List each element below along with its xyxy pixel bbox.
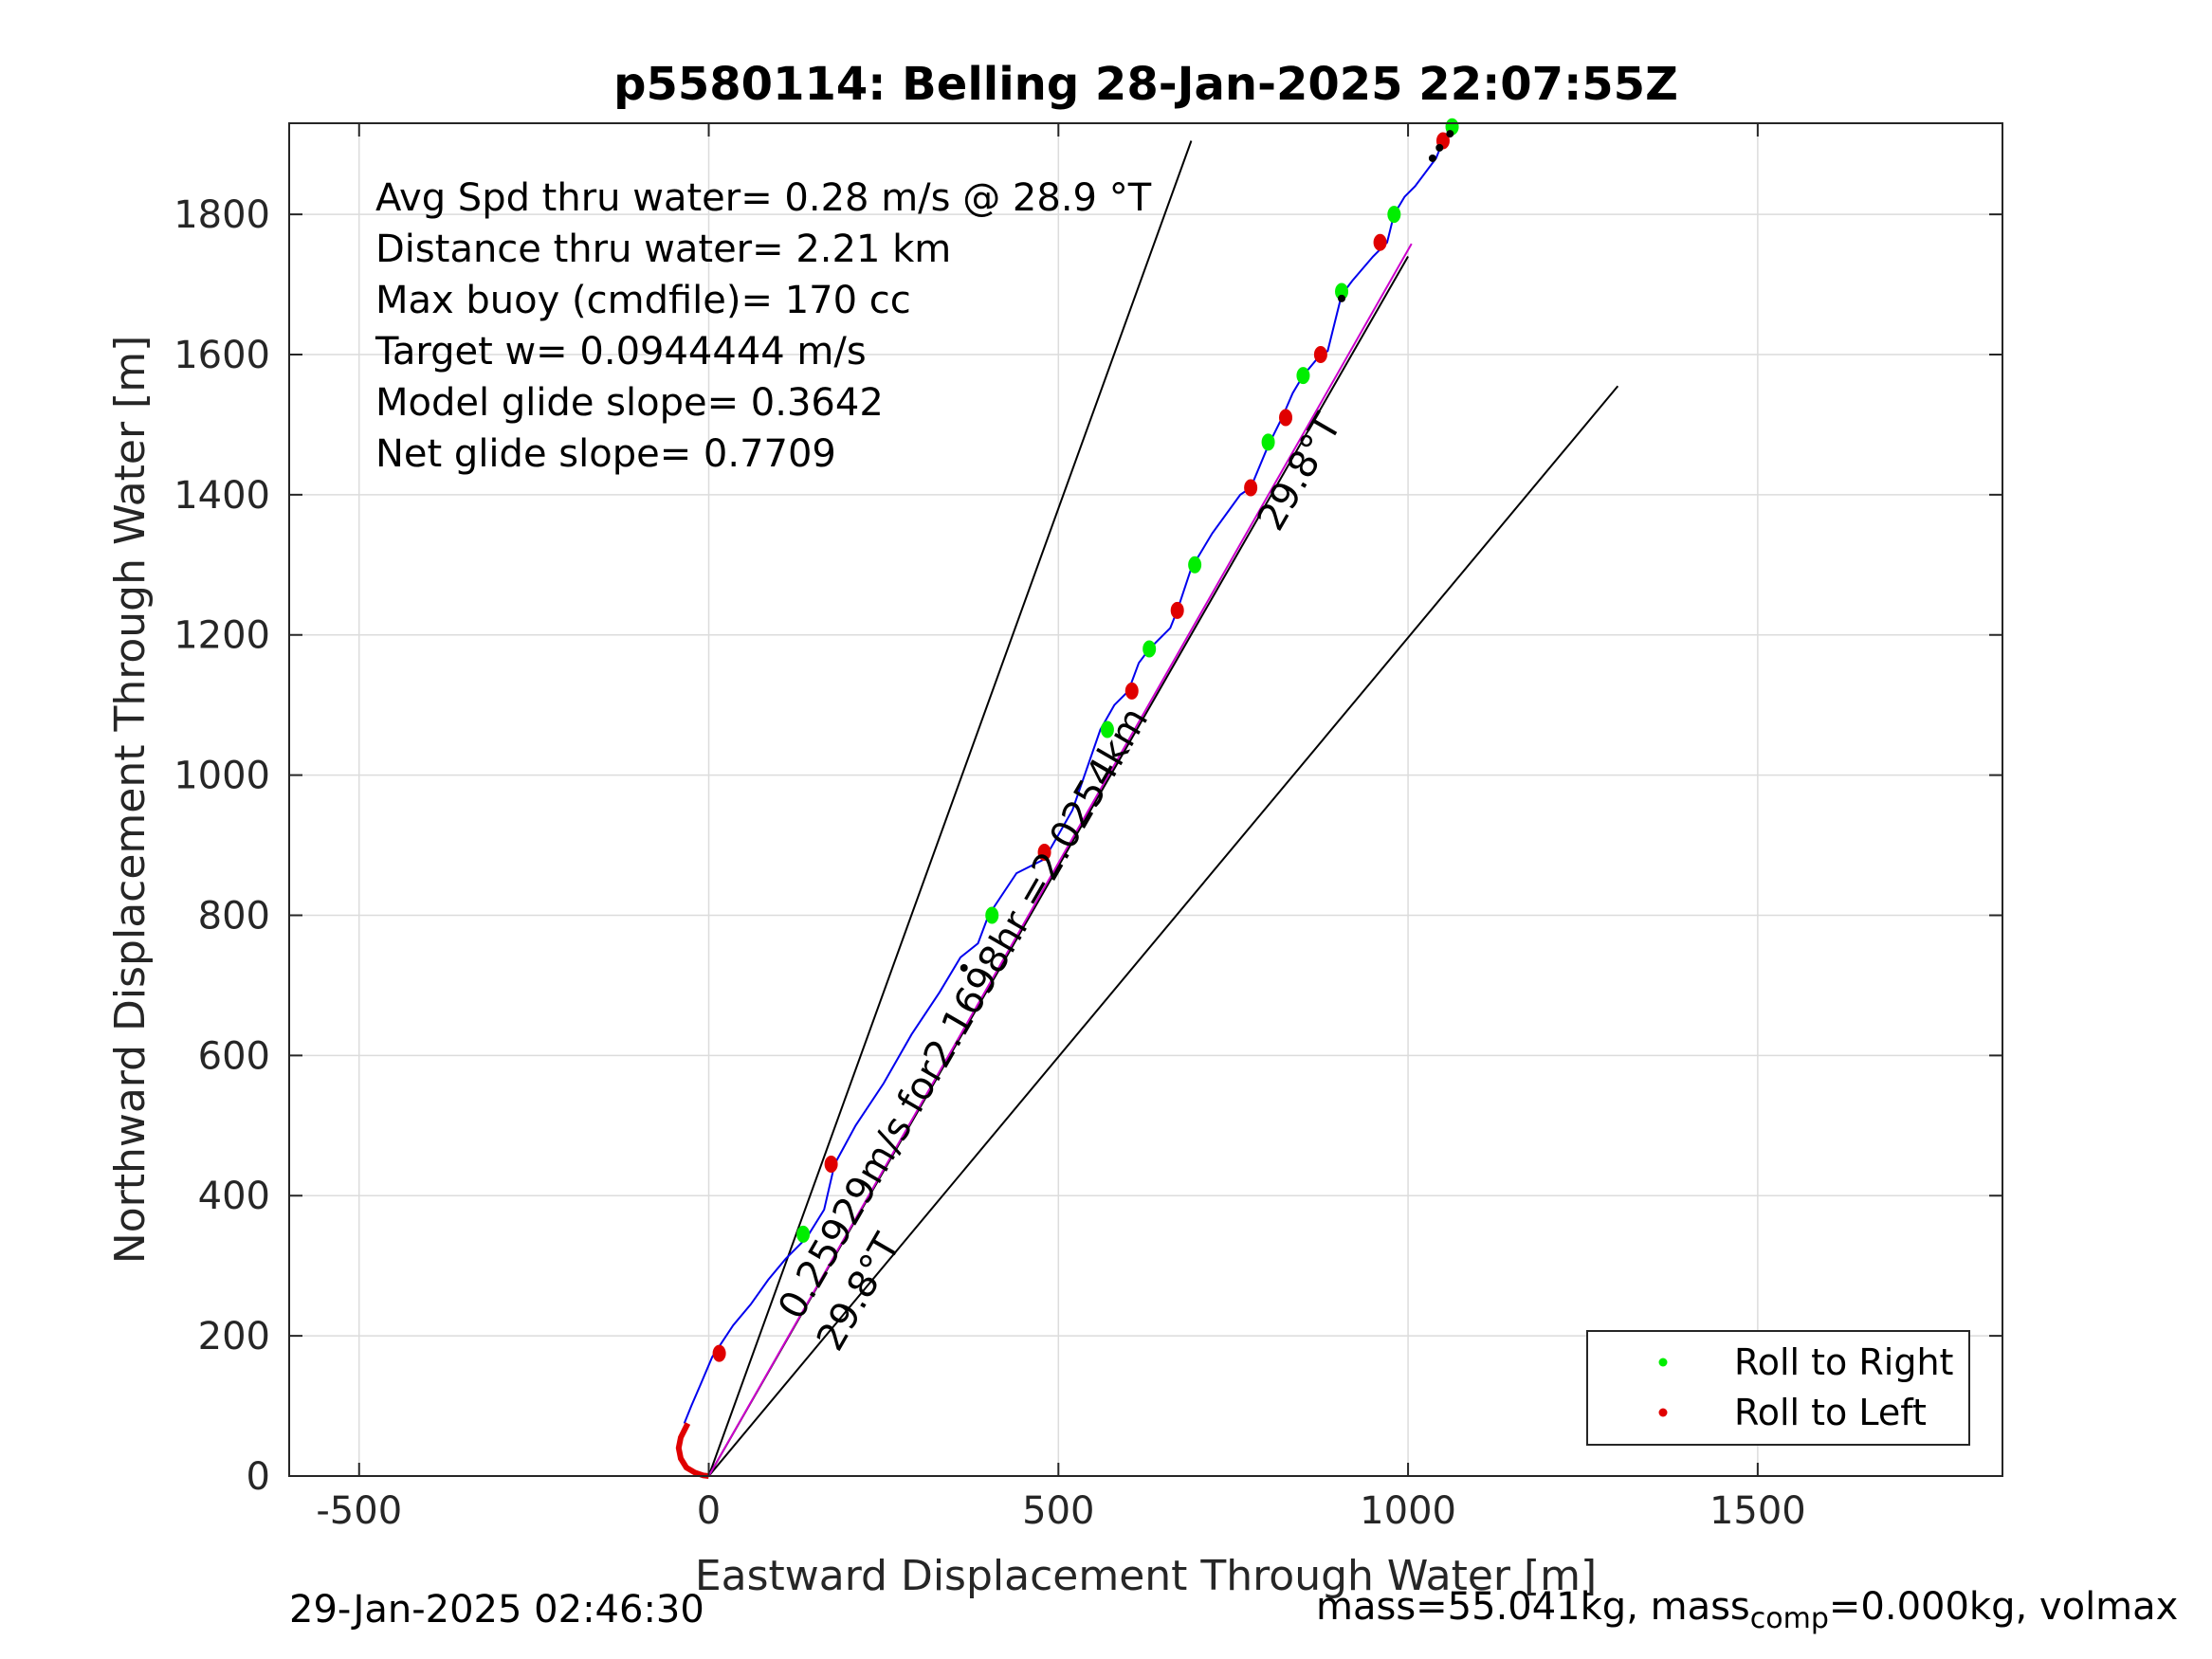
info-line: Target w= 0.0944444 m/s <box>375 330 867 374</box>
roll-to-left-point <box>1124 682 1139 700</box>
legend: Roll to Right Roll to Left <box>1586 1330 1970 1446</box>
mass-suffix: =0.000kg, volmax <box>1828 1585 2179 1629</box>
marker-point <box>1338 294 1346 302</box>
roll-to-right-point <box>1296 367 1310 385</box>
roll-to-left-point <box>824 1155 838 1173</box>
y-tick-label: 1800 <box>174 193 270 237</box>
roll-to-right-point <box>1143 640 1157 658</box>
roll-to-right-point <box>1188 556 1202 574</box>
y-tick-label: 600 <box>198 1034 270 1078</box>
y-tick-label: 0 <box>247 1455 270 1499</box>
track-line-1 <box>675 1422 709 1479</box>
roll-to-right-point <box>985 906 999 924</box>
roll-to-left-point <box>1170 601 1184 619</box>
info-line: Distance thru water= 2.21 km <box>375 228 951 271</box>
info-line: Model glide slope= 0.3642 <box>375 381 884 425</box>
y-tick-label: 1200 <box>174 614 270 658</box>
roll-to-left-point <box>1279 409 1293 427</box>
roll-to-left-point <box>712 1344 726 1362</box>
marker-point <box>1435 143 1444 152</box>
plot-frame <box>288 122 2003 1477</box>
y-tick-label: 1000 <box>174 755 270 798</box>
x-tick-label: 0 <box>697 1489 721 1533</box>
y-tick-label: 1400 <box>174 474 270 518</box>
x-tick-label: 500 <box>1022 1489 1094 1533</box>
y-tick-label: 400 <box>198 1175 270 1218</box>
roll-to-left-point <box>1313 345 1327 363</box>
x-axis-label: Eastward Displacement Through Water [m] <box>695 1552 1597 1600</box>
y-axis-label: Northward Displacement Through Water [m] <box>106 336 155 1264</box>
legend-label: Roll to Left <box>1734 1392 1927 1433</box>
y-tick-label: 800 <box>198 894 270 938</box>
y-tick-label: 200 <box>198 1315 270 1358</box>
chart-title: p5580114: Belling 28-Jan-2025 22:07:55Z <box>613 58 1678 111</box>
mass-subscript: comp <box>1749 1602 1829 1635</box>
tick-layer: -500 0 500 1000 1500 0 200 400 600 800 1000 1200 140… <box>174 123 2002 1533</box>
reference-lines <box>707 140 1619 1477</box>
reference-line-cone-left <box>707 140 1193 1477</box>
roll-to-right-point <box>1100 720 1114 738</box>
x-tick-label: -500 <box>316 1489 402 1533</box>
annotation-label: 0.25929m/s for2.1698hr =2.0254km <box>770 701 1157 1327</box>
annotation-label: 29.8°T <box>1249 406 1350 538</box>
y-tick-label: 1600 <box>174 334 270 377</box>
legend-marker <box>1658 1408 1668 1417</box>
mass-prefix: mass=55.041kg, mass <box>1316 1585 1750 1629</box>
marker-point <box>1446 130 1454 138</box>
legend-box <box>1586 1330 1970 1446</box>
x-tick-label: 1500 <box>1709 1489 1806 1533</box>
annotation-layer: 29.8°T0.25929m/s for2.1698hr =2.0254km29… <box>770 406 1350 1358</box>
reference-line-net-track <box>707 243 1413 1477</box>
roll-to-right-point <box>796 1225 811 1243</box>
series-layer <box>675 118 1459 1479</box>
info-line: Avg Spd thru water= 0.28 m/s @ 28.9 °T <box>375 176 1152 220</box>
marker-point <box>960 963 968 972</box>
info-line: Max buoy (cmdfile)= 170 cc <box>375 279 911 322</box>
reference-line-cone-right <box>707 385 1619 1477</box>
legend-label: Roll to Right <box>1734 1341 1953 1383</box>
roll-to-right-point <box>1335 283 1349 301</box>
roll-to-left-point <box>1244 479 1258 497</box>
roll-to-right-point <box>1387 206 1401 224</box>
roll-to-left-point <box>1373 233 1387 251</box>
info-text-block: Avg Spd thru water= 0.28 m/s @ 28.9 °T Di… <box>375 176 1152 476</box>
footer-mass-info: mass=55.041kg, masscomp=0.000kg, volmax <box>1316 1585 2178 1635</box>
grid-layer <box>289 123 2002 1477</box>
roll-to-right-point <box>1261 433 1275 451</box>
legend-marker <box>1658 1358 1668 1367</box>
info-line: Net glide slope= 0.7709 <box>375 432 836 476</box>
footer-timestamp: 29-Jan-2025 02:46:30 <box>289 1588 704 1632</box>
roll-to-left-point <box>1037 843 1051 861</box>
x-tick-label: 1000 <box>1360 1489 1456 1533</box>
marker-point <box>1428 154 1436 162</box>
